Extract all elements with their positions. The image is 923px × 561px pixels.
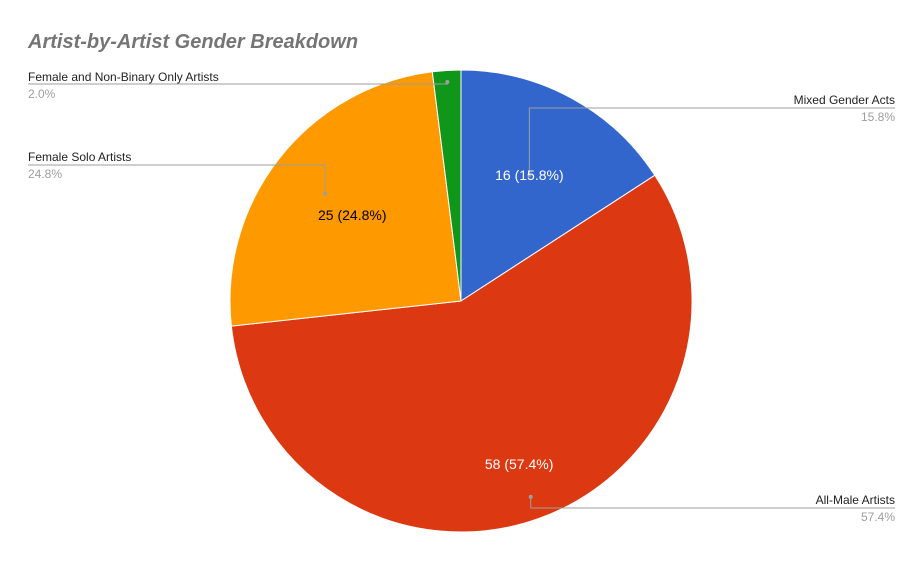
pie-slice-female-solo-artists <box>229 71 462 327</box>
slice-value-label: 58 (57.4%) <box>485 456 553 472</box>
pie-slice-all-male-artists <box>230 174 693 533</box>
leader-line <box>528 107 895 176</box>
pie-slices <box>229 69 693 533</box>
legend-label: All-Male Artists <box>816 493 895 507</box>
legend-percent: 24.8% <box>28 167 62 181</box>
leader-line <box>530 496 895 509</box>
chart-title: Artist-by-Artist Gender Breakdown <box>27 31 358 53</box>
slice-value-label: 25 (24.8%) <box>318 207 386 223</box>
leader-line <box>28 81 448 85</box>
legend-percent: 2.0% <box>28 87 56 101</box>
pie-slice-mixed-gender-acts <box>460 69 656 302</box>
slice-value-label: 16 (15.8%) <box>495 167 563 183</box>
legend-label: Female and Non-Binary Only Artists <box>28 70 219 84</box>
legend-percent: 15.8% <box>861 110 895 124</box>
legend-label: Female Solo Artists <box>28 150 131 164</box>
legend-percent: 57.4% <box>861 510 895 524</box>
legend-label: Mixed Gender Acts <box>794 93 895 107</box>
leader-lines <box>28 79 895 509</box>
pie-slice-female-and-non-binary-only-artists <box>431 69 462 302</box>
leader-line <box>28 164 326 194</box>
slice-labels: 16 (15.8%) Mixed Gender Acts 15.8% 58 (57.4… <box>28 70 895 524</box>
